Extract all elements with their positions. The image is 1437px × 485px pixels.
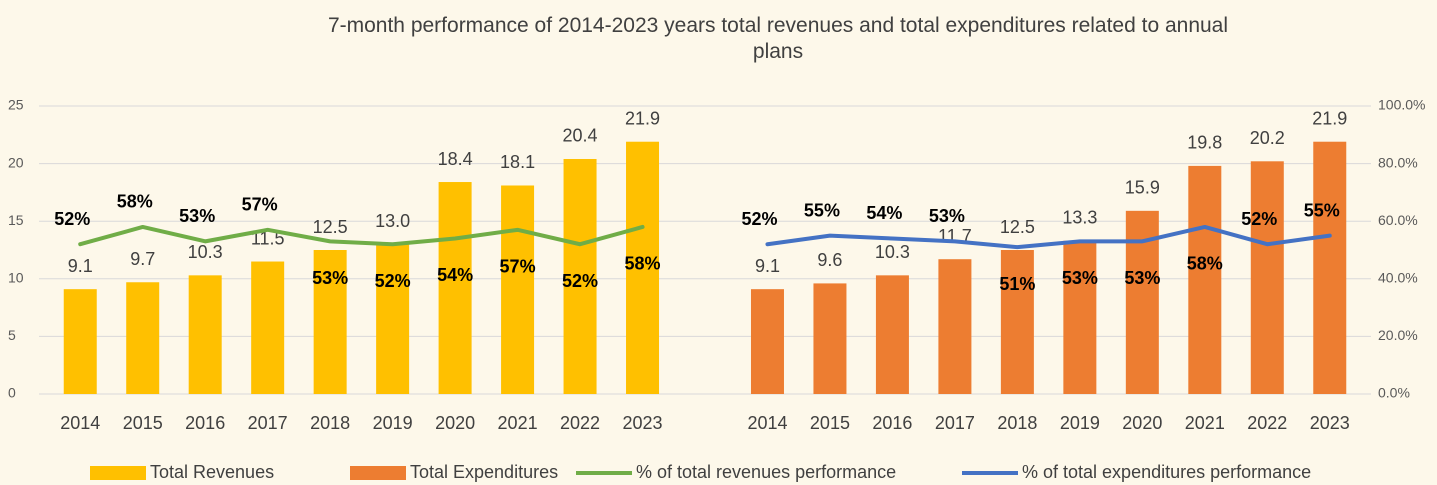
x-tick-label: 2015 bbox=[123, 413, 163, 433]
line-label: 55% bbox=[804, 200, 840, 220]
y-tick-label: 20 bbox=[8, 154, 24, 170]
x-tick-label: 2019 bbox=[1060, 413, 1100, 433]
bar bbox=[1313, 141, 1347, 394]
y2-tick-label: 20.0% bbox=[1378, 327, 1418, 343]
bar bbox=[438, 182, 472, 394]
line-label: 51% bbox=[999, 274, 1035, 294]
bar-label: 21.9 bbox=[1312, 108, 1347, 128]
y-tick-label: 5 bbox=[8, 327, 16, 343]
x-tick-label: 2016 bbox=[185, 413, 225, 433]
line-label: 53% bbox=[312, 268, 348, 288]
bar-label: 13.3 bbox=[1062, 208, 1097, 228]
line-label: 52% bbox=[741, 209, 777, 229]
y2-tick-label: 80.0% bbox=[1378, 154, 1418, 170]
line-label: 52% bbox=[1241, 209, 1277, 229]
bar bbox=[1000, 250, 1034, 394]
bar-label: 9.6 bbox=[817, 250, 842, 270]
y2-tick-label: 40.0% bbox=[1378, 270, 1418, 286]
bar bbox=[63, 289, 97, 394]
chart-title: 7-month performance of 2014-2023 years t… bbox=[328, 14, 1228, 63]
bar-label: 12.5 bbox=[313, 217, 348, 237]
bar-label: 10.3 bbox=[875, 242, 910, 262]
bar bbox=[875, 275, 909, 394]
x-tick-label: 2018 bbox=[310, 413, 350, 433]
line-label: 53% bbox=[929, 206, 965, 226]
line-label: 57% bbox=[500, 257, 536, 277]
x-tick-label: 2016 bbox=[872, 413, 912, 433]
y-tick-label: 15 bbox=[8, 212, 24, 228]
bar-label: 12.5 bbox=[1000, 217, 1035, 237]
bar bbox=[813, 283, 847, 394]
bar bbox=[251, 261, 285, 394]
line-label: 53% bbox=[1062, 268, 1098, 288]
y2-tick-label: 60.0% bbox=[1378, 212, 1418, 228]
bar-label: 19.8 bbox=[1187, 133, 1222, 153]
legend-swatch bbox=[90, 466, 146, 480]
line bbox=[78, 224, 645, 247]
legend-label: Total Revenues bbox=[150, 462, 274, 482]
x-tick-label: 2023 bbox=[623, 413, 663, 433]
bar bbox=[501, 185, 535, 394]
line bbox=[765, 224, 1332, 250]
bar-label: 9.7 bbox=[130, 249, 155, 269]
x-tick-label: 2014 bbox=[747, 413, 787, 433]
legend-label: Total Expenditures bbox=[410, 462, 558, 482]
bar-label: 20.2 bbox=[1250, 128, 1285, 148]
line-label: 54% bbox=[866, 203, 902, 223]
y2-tick-label: 0.0% bbox=[1378, 385, 1410, 401]
line-label: 55% bbox=[1304, 200, 1340, 220]
line-label: 52% bbox=[562, 271, 598, 291]
x-tick-label: 2017 bbox=[248, 413, 288, 433]
x-tick-label: 2015 bbox=[810, 413, 850, 433]
x-tick-label: 2018 bbox=[997, 413, 1037, 433]
x-tick-label: 2020 bbox=[1122, 413, 1162, 433]
y-tick-label: 0 bbox=[8, 385, 16, 401]
line-label: 52% bbox=[375, 271, 411, 291]
bar-label: 18.1 bbox=[500, 152, 535, 172]
x-tick-label: 2023 bbox=[1310, 413, 1350, 433]
line-label: 53% bbox=[179, 206, 215, 226]
line-label: 53% bbox=[1124, 268, 1160, 288]
line-label: 57% bbox=[242, 195, 278, 215]
x-tick-label: 2022 bbox=[560, 413, 600, 433]
line-label: 54% bbox=[437, 265, 473, 285]
legend-label: % of total revenues performance bbox=[636, 462, 896, 482]
y-tick-label: 25 bbox=[8, 97, 24, 113]
bar bbox=[188, 275, 222, 394]
bar-label: 15.9 bbox=[1125, 178, 1160, 198]
line-label: 58% bbox=[625, 254, 661, 274]
legend-swatch bbox=[350, 466, 406, 480]
bar bbox=[1188, 165, 1222, 394]
x-tick-label: 2021 bbox=[1185, 413, 1225, 433]
x-tick-label: 2020 bbox=[435, 413, 475, 433]
x-tick-label: 2019 bbox=[373, 413, 413, 433]
bar-label: 13.0 bbox=[375, 211, 410, 231]
bar bbox=[126, 282, 160, 394]
bar bbox=[750, 289, 784, 394]
x-tick-label: 2021 bbox=[498, 413, 538, 433]
y-tick-label: 10 bbox=[8, 270, 24, 286]
bar-label: 9.1 bbox=[755, 256, 780, 276]
bar bbox=[563, 158, 597, 394]
bar bbox=[1063, 240, 1097, 394]
x-tick-label: 2017 bbox=[935, 413, 975, 433]
bar bbox=[376, 244, 410, 394]
bar-label: 20.4 bbox=[563, 126, 598, 146]
x-tick-label: 2014 bbox=[60, 413, 100, 433]
bar bbox=[938, 259, 972, 394]
bar-label: 10.3 bbox=[188, 242, 223, 262]
bar bbox=[626, 141, 660, 394]
bar bbox=[1250, 161, 1284, 394]
bar-label: 9.1 bbox=[68, 256, 93, 276]
x-tick-label: 2022 bbox=[1247, 413, 1287, 433]
line-label: 58% bbox=[1187, 254, 1223, 274]
legend-label: % of total expenditures performance bbox=[1022, 462, 1311, 482]
bar-label: 21.9 bbox=[625, 108, 660, 128]
bar-label: 18.4 bbox=[438, 149, 473, 169]
bar bbox=[313, 250, 347, 394]
line-label: 58% bbox=[117, 192, 153, 212]
y2-tick-label: 100.0% bbox=[1378, 97, 1425, 113]
line-label: 52% bbox=[54, 209, 90, 229]
